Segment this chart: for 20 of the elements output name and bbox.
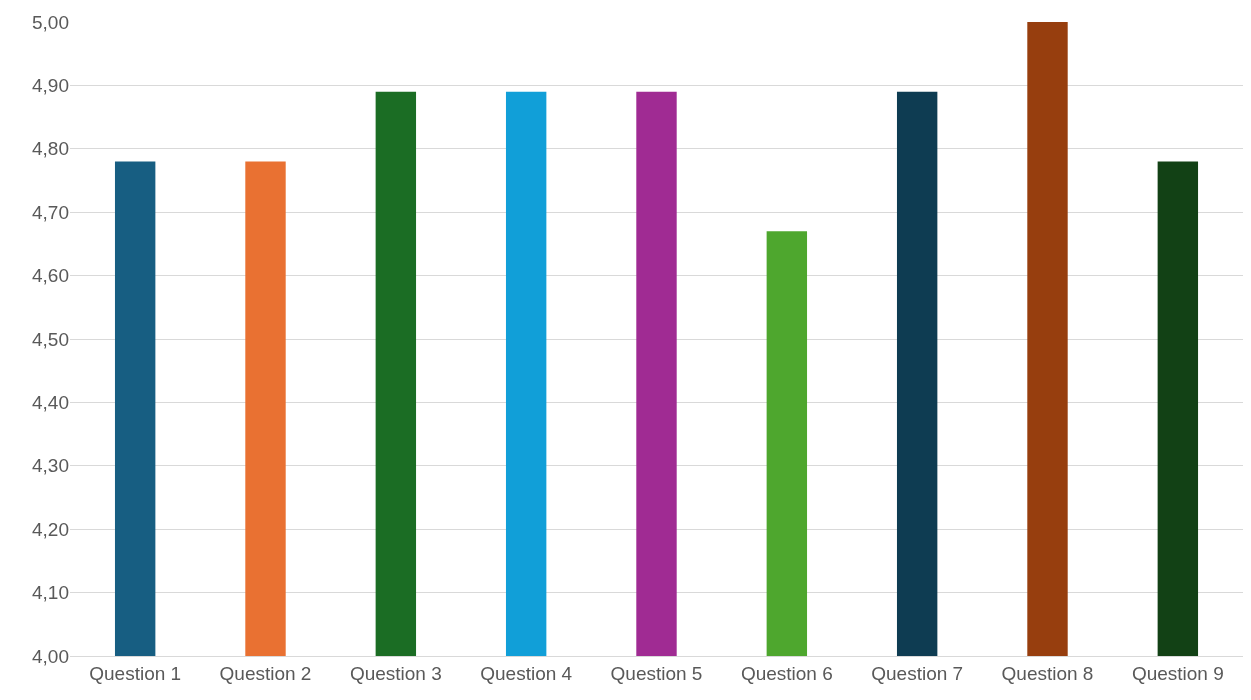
y-tick-label: 4,40 [32,392,69,414]
x-tick-label: Question 5 [610,662,703,684]
y-tick-label: 4,80 [32,138,69,160]
y-tick-label: 4,90 [32,75,69,97]
y-tick-label: 4,70 [32,201,69,223]
x-tick-label: Question 6 [740,662,833,684]
x-tick-label: Question 7 [871,662,964,684]
y-tick-label: 4,20 [32,518,69,540]
y-tick-label: 4,30 [32,455,69,477]
x-tick-label: Question 1 [89,662,182,684]
x-tick-label: Question 4 [480,662,573,684]
y-tick-label: 4,00 [32,645,69,667]
y-tick-label: 4,60 [32,265,69,287]
x-tick-label: Question 9 [1131,662,1224,684]
y-tick-label: 5,00 [32,11,69,33]
x-tick-label: Question 2 [219,662,312,684]
y-tick-label: 4,10 [32,582,69,604]
x-tick-label: Question 3 [349,662,442,684]
x-tick-label: Question 8 [1001,662,1094,684]
y-tick-label: 4,50 [32,328,69,350]
